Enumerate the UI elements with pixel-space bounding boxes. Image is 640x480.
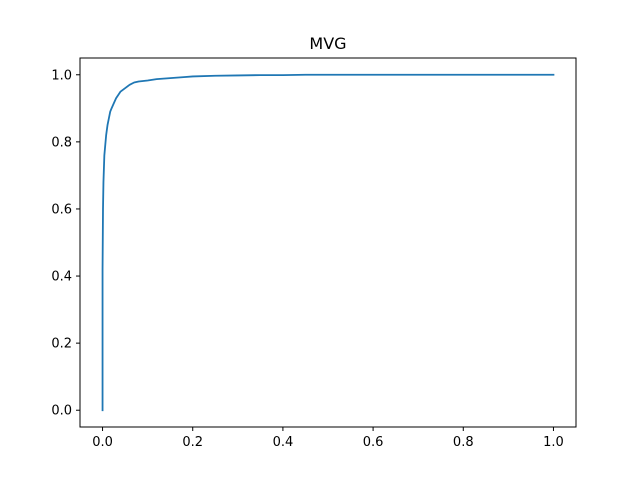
y-tick-label: 0.8: [51, 135, 72, 150]
y-tick-label: 1.0: [51, 68, 72, 83]
y-tick-label: 0.4: [51, 270, 72, 285]
chart-title: MVG: [309, 34, 346, 53]
x-tick-label: 0.6: [363, 435, 384, 450]
x-tick-label: 0.4: [273, 435, 294, 450]
x-tick-label: 0.8: [453, 435, 474, 450]
x-tick-label: 0.2: [182, 435, 203, 450]
y-tick-label: 0.6: [51, 202, 72, 217]
series-line: [101, 73, 555, 412]
axes: 0.0 0.2 0.4 0.6 0.8 1.0 0.0 0.2 0.4 0.6 0.8 1.0: [51, 57, 577, 450]
x-tick-label: 1.0: [543, 435, 564, 450]
y-tick-label: 0.2: [51, 337, 72, 352]
y-tick-label: 0.0: [51, 404, 72, 419]
axes-frame: [79, 57, 577, 428]
x-tick-label: 0.0: [92, 435, 113, 450]
